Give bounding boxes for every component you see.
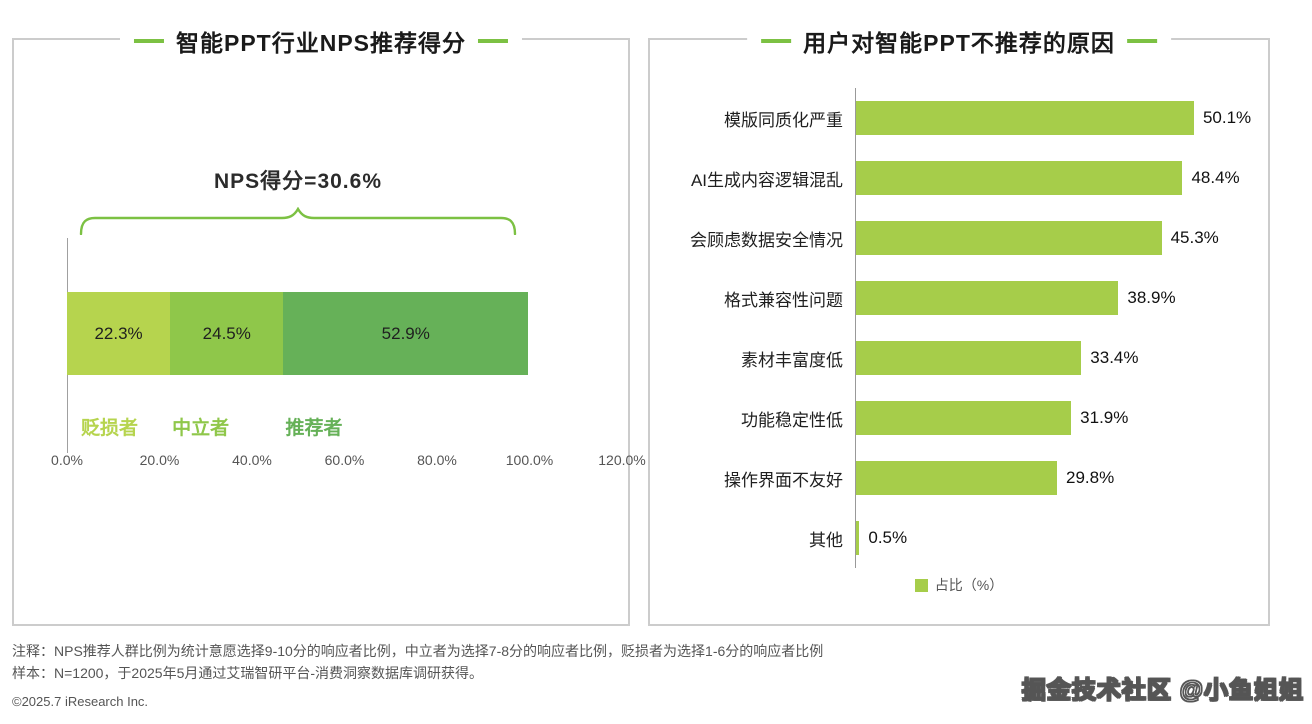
reason-row: 格式兼容性问题 38.9% — [650, 268, 1227, 328]
nps-chart: NPS得分=30.6% 22.3% 24.5% 52.9% 贬损者 中立者 推荐者 0.… — [51, 160, 646, 490]
reason-label: 操作界面不友好 — [724, 470, 843, 490]
nps-segment-value: 52.9% — [381, 323, 430, 343]
nps-segment: 22.3% — [67, 292, 171, 375]
copyright: ©2025.7 iResearch Inc. — [12, 694, 149, 709]
x-axis-tick: 120.0% — [598, 452, 646, 468]
reason-bar-track: 48.4% — [855, 148, 1240, 208]
reason-bar-track: 38.9% — [855, 268, 1227, 328]
nps-segment-value: 22.3% — [94, 323, 143, 343]
nps-stacked-bar: 22.3% 24.5% 52.9% — [67, 292, 622, 375]
reason-row: 素材丰富度低 33.4% — [650, 328, 1227, 388]
nps-segment: 52.9% — [283, 292, 529, 375]
reason-bar — [856, 101, 1194, 135]
nps-category-label: 贬损者 — [81, 418, 139, 439]
reason-bar — [856, 461, 1057, 495]
reason-bar — [856, 161, 1183, 195]
reason-label: 其他 — [809, 530, 843, 550]
reason-value: 33.4% — [1090, 348, 1139, 367]
reason-bar — [856, 281, 1119, 315]
x-axis-tick: 20.0% — [139, 452, 180, 468]
reason-bar-track: 50.1% — [855, 88, 1251, 148]
left-chart-title: 智能PPT行业NPS推荐得分 — [175, 30, 467, 56]
title-dash-icon — [1126, 39, 1157, 43]
reason-value: 31.9% — [1080, 408, 1129, 427]
legend-label: 占比（%） — [934, 577, 1004, 593]
nps-segment-value: 24.5% — [202, 323, 251, 343]
reason-label: 模版同质化严重 — [724, 110, 843, 130]
reason-rows: 模版同质化严重 50.1% AI生成内容逻辑混乱 48.4% 会顾虑数据安全情况 45.3… — [650, 88, 1251, 568]
reason-bar — [856, 341, 1082, 375]
x-axis-tick: 100.0% — [505, 452, 554, 468]
reason-label: 素材丰富度低 — [741, 350, 843, 370]
reason-row: 会顾虑数据安全情况 45.3% — [650, 208, 1227, 268]
reason-value: 29.8% — [1066, 468, 1115, 487]
x-axis-tick: 0.0% — [51, 452, 83, 468]
reason-row: 其他 0.5% — [650, 508, 1227, 568]
reason-label: 功能稳定性低 — [741, 410, 843, 430]
watermark: 掘金技术社区 @小鱼姐姐 — [1021, 676, 1304, 704]
left-panel-title: 智能PPT行业NPS推荐得分 — [119, 24, 523, 58]
nps-x-axis: 0.0% 20.0% 40.0% 60.0% 80.0% 100.0% 120.0% — [51, 452, 646, 472]
reason-label: AI生成内容逻辑混乱 — [690, 170, 843, 190]
reason-row: 模版同质化严重 50.1% — [650, 88, 1251, 148]
reason-bar — [856, 221, 1162, 255]
reason-row: AI生成内容逻辑混乱 48.4% — [650, 148, 1240, 208]
x-axis-tick: 80.0% — [417, 452, 457, 468]
reason-value: 45.3% — [1170, 228, 1219, 247]
reason-label: 格式兼容性问题 — [724, 290, 843, 310]
title-dash-icon — [761, 39, 792, 43]
note-line-2: 样本：N=1200，于2025年5月通过艾瑞智研平台-消费洞察数据库调研获得。 — [12, 665, 484, 681]
overbrace-bracket — [79, 207, 517, 235]
footnotes: 注释：NPS推荐人群比例为统计意愿选择9-10分的响应者比例，中立者为选择7-8… — [12, 640, 823, 684]
nps-category-labels: 贬损者 中立者 推荐者 — [67, 413, 622, 441]
reason-bar — [856, 521, 860, 555]
reason-label: 会顾虑数据安全情况 — [690, 230, 843, 250]
reason-bar-track: 31.9% — [855, 388, 1227, 448]
reason-bar-track: 0.5% — [855, 508, 1227, 568]
reason-bar-track: 33.4% — [855, 328, 1227, 388]
x-axis-tick: 40.0% — [232, 452, 272, 468]
nps-score-annotation: NPS得分=30.6% — [214, 170, 382, 193]
nps-category-label: 推荐者 — [285, 418, 343, 439]
right-chart-title: 用户对智能PPT不推荐的原因 — [803, 30, 1115, 56]
reasons-panel: 用户对智能PPT不推荐的原因 模版同质化严重 50.1% AI生成内容逻辑混乱 48.… — [648, 24, 1270, 626]
reason-row: 功能稳定性低 31.9% — [650, 388, 1227, 448]
reason-value: 50.1% — [1202, 108, 1252, 127]
note-line-1: 注释：NPS推荐人群比例为统计意愿选择9-10分的响应者比例，中立者为选择7-8… — [12, 643, 824, 659]
title-dash-icon — [478, 39, 509, 43]
title-dash-icon — [133, 39, 164, 43]
nps-category-label: 中立者 — [172, 418, 230, 439]
reason-value: 0.5% — [868, 528, 908, 547]
reason-value: 48.4% — [1191, 168, 1240, 187]
nps-segment: 24.5% — [170, 292, 284, 375]
legend: 占比（%） — [650, 575, 1268, 595]
reason-bar-track: 45.3% — [855, 208, 1227, 268]
reason-bar — [856, 401, 1072, 435]
reason-bar-track: 29.8% — [855, 448, 1227, 508]
nps-panel: 智能PPT行业NPS推荐得分 NPS得分=30.6% 22.3% 24.5% 52.… — [12, 24, 646, 626]
reason-row: 操作界面不友好 29.8% — [650, 448, 1227, 508]
reason-value: 38.9% — [1127, 288, 1176, 307]
legend-swatch-icon — [914, 578, 928, 592]
right-panel-title: 用户对智能PPT不推荐的原因 — [747, 24, 1171, 58]
x-axis-tick: 60.0% — [324, 452, 365, 468]
